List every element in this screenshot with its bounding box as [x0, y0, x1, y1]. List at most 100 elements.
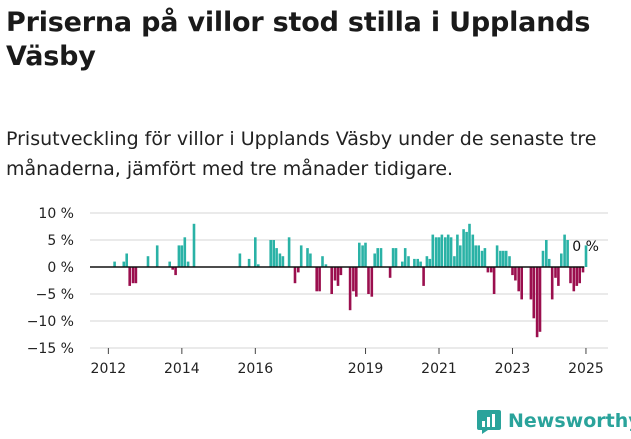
bar-positive: [287, 237, 291, 267]
bar-negative: [532, 267, 536, 319]
bar-negative: [339, 267, 343, 276]
bar-positive: [324, 264, 328, 267]
bar-negative: [330, 267, 333, 294]
bar-positive: [416, 258, 419, 267]
bar-negative: [517, 267, 520, 292]
y-tick-label: 0 %: [47, 260, 74, 276]
bar-positive: [541, 250, 545, 267]
x-axis-ticks: 2012 2014 2016 2019 2021 2023 2025: [91, 348, 604, 375]
bar-positive: [440, 234, 444, 267]
brand-logo: Newsworthy: [476, 406, 631, 436]
bar-negative: [131, 267, 135, 284]
bar-positive: [180, 245, 184, 267]
bar-negative: [171, 267, 174, 270]
bar-positive: [272, 240, 275, 267]
bar-chart: 10 %5 %0 %−5 %−10 %−15 % 2012 2014 2016 201…: [27, 206, 608, 375]
bar-positive: [306, 248, 309, 267]
bar-negative: [578, 267, 581, 284]
bars: [113, 223, 588, 338]
bar-positive: [192, 223, 196, 267]
bar-negative: [355, 267, 358, 297]
bar-negative: [581, 267, 585, 273]
bar-positive: [183, 237, 187, 267]
bar-positive: [269, 240, 272, 267]
bar-positive: [480, 250, 484, 267]
bar-negative: [293, 267, 297, 284]
y-tick-label: −10 %: [27, 314, 74, 330]
bar-positive: [257, 264, 260, 267]
bar-positive: [254, 237, 257, 267]
bar-negative: [535, 267, 539, 338]
bar-positive: [168, 261, 171, 267]
bar-negative: [572, 267, 576, 292]
x-tick-label: 2023: [495, 361, 531, 375]
bar-positive: [278, 253, 282, 267]
x-tick-label: 2012: [91, 361, 127, 375]
bar-negative: [575, 267, 579, 286]
bar-negative: [352, 267, 355, 292]
bar-positive: [545, 240, 548, 267]
bar-positive: [361, 245, 364, 267]
bar-negative: [511, 267, 514, 276]
bar-positive: [456, 234, 459, 267]
bar-negative: [370, 267, 374, 297]
bar-negative: [569, 267, 572, 284]
y-axis-ticks: 10 % 5 % 0 % −5 % −10 % −15 %: [27, 206, 74, 357]
bar-positive: [483, 248, 487, 267]
y-tick-label: 10 %: [38, 206, 74, 222]
bar-positive: [471, 234, 475, 267]
bar-positive: [309, 253, 312, 267]
chart-title: Priserna på villor stod stilla i Uppland…: [6, 7, 591, 72]
bar-negative: [550, 267, 554, 300]
bar-negative: [422, 267, 425, 286]
bar-positive: [146, 256, 150, 267]
chart-subtitle: Prisutveckling för villor i Upplands Väs…: [6, 128, 597, 180]
bar-negative: [318, 267, 321, 292]
bar-negative: [514, 267, 517, 281]
bar-negative: [388, 267, 392, 278]
bar-positive: [155, 245, 159, 267]
bar-positive: [547, 258, 551, 267]
x-tick-label: 2021: [421, 361, 457, 375]
newsworthy-logo-icon: [477, 410, 501, 434]
bar-positive: [125, 253, 128, 267]
bar-positive: [113, 261, 116, 267]
bar-positive: [177, 245, 181, 267]
bar-positive: [391, 248, 395, 267]
bar-negative: [492, 267, 496, 294]
brand-name: Newsworthy: [508, 410, 631, 432]
bar-positive: [299, 245, 303, 267]
bar-positive: [459, 245, 462, 267]
bar-positive: [186, 261, 190, 267]
bar-positive: [449, 237, 453, 267]
bar-positive: [122, 261, 126, 267]
bar-positive: [407, 256, 410, 267]
bar-positive: [425, 256, 429, 267]
bar-negative: [128, 267, 131, 286]
bar-positive: [373, 253, 376, 267]
bar-positive: [462, 229, 465, 267]
bar-positive: [508, 256, 511, 267]
bar-positive: [431, 234, 435, 267]
latest-value-annotation: 0 %: [572, 239, 599, 255]
bar-positive: [281, 256, 285, 267]
bar-positive: [247, 258, 251, 267]
y-tick-label: −5 %: [36, 287, 74, 303]
bar-negative: [367, 267, 370, 294]
bar-positive: [560, 253, 563, 267]
bar-positive: [477, 245, 480, 267]
bar-negative: [315, 267, 318, 292]
bar-positive: [563, 234, 566, 267]
bar-positive: [379, 248, 383, 267]
bar-positive: [428, 258, 432, 267]
bar-negative: [486, 267, 490, 273]
bar-negative: [134, 267, 138, 284]
bar-positive: [434, 237, 438, 267]
x-tick-label: 2019: [348, 361, 384, 375]
bar-negative: [336, 267, 340, 286]
bar-positive: [364, 242, 367, 267]
bar-positive: [444, 237, 447, 267]
bar-positive: [465, 231, 468, 267]
bar-positive: [275, 248, 278, 267]
bar-positive: [504, 250, 508, 267]
